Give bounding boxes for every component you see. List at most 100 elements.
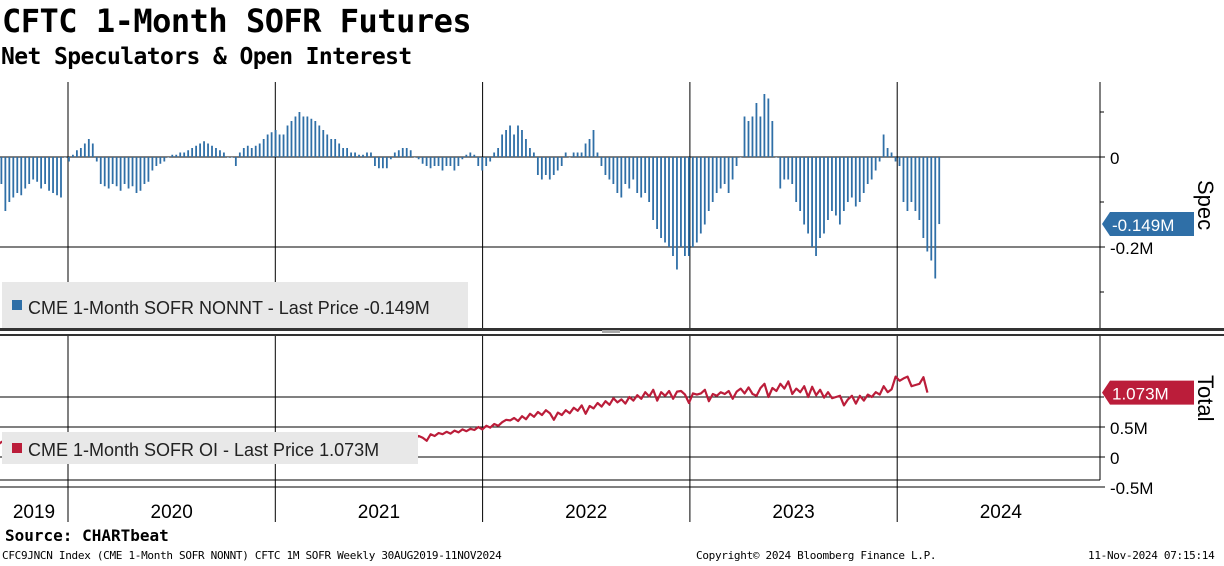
oi-legend-label: CME 1-Month SOFR OI - Last Price 1.073M	[28, 440, 379, 460]
spec-bar	[513, 134, 515, 157]
spec-bar	[497, 148, 500, 157]
spec-bar	[0, 157, 3, 184]
chart-canvas: 0 -0.2M -0.149M Spec CME 1-Month SOFR NONNT …	[0, 82, 1224, 523]
spec-bar	[20, 157, 23, 196]
spec-bar	[596, 152, 599, 157]
spec-bar	[258, 143, 261, 157]
spec-bar	[687, 157, 690, 256]
spec-bar	[854, 157, 857, 207]
spec-bar	[219, 150, 221, 157]
x-tick-label: 2023	[772, 502, 814, 523]
panel-resize-handle[interactable]	[602, 330, 620, 333]
spec-bar	[187, 150, 190, 157]
spec-bar	[608, 157, 611, 180]
spec-bar	[143, 157, 146, 184]
spec-bar	[111, 157, 114, 184]
spec-bar	[715, 157, 718, 193]
spec-bar	[779, 157, 782, 189]
spec-bar	[636, 157, 639, 193]
chart-subtitle: Net Speculators & Open Interest	[1, 44, 412, 70]
spec-bar	[799, 157, 802, 211]
spec-bar	[775, 157, 778, 158]
spec-bar	[628, 157, 631, 189]
spec-bar	[354, 152, 356, 157]
spec-bar	[525, 139, 527, 157]
spec-bar	[886, 148, 889, 157]
spec-bar	[902, 157, 905, 202]
spec-bar	[676, 157, 678, 270]
spec-bar	[493, 152, 496, 157]
spec-bar	[803, 157, 806, 225]
spec-bar	[652, 157, 655, 220]
spec-bar	[223, 152, 225, 157]
spec-bar	[131, 157, 134, 187]
spec-bar	[290, 121, 293, 157]
spec-bar	[485, 157, 488, 166]
spec-bar	[481, 157, 484, 171]
oi-last-flag	[1102, 380, 1194, 405]
spec-bar	[529, 148, 531, 157]
x-tick-label: 2022	[565, 502, 607, 523]
spec-bar	[735, 157, 738, 166]
spec-bar	[727, 157, 730, 193]
spec-bar	[616, 157, 619, 193]
spec-bar	[227, 157, 229, 158]
spec-bar	[91, 143, 94, 157]
spec-bar	[409, 150, 412, 157]
spec-bar	[32, 157, 35, 180]
spec-axis-title: Spec	[1193, 180, 1218, 230]
spec-bar	[318, 125, 321, 157]
spec-bar	[882, 134, 885, 157]
spec-bar	[56, 157, 58, 196]
spec-bar	[890, 152, 893, 157]
spec-bar	[787, 157, 790, 180]
x-tick-label: 2019	[13, 502, 55, 523]
spec-bar	[445, 157, 448, 166]
spec-bar	[366, 152, 368, 157]
spec-bar	[457, 157, 460, 166]
spec-bar	[159, 157, 162, 164]
spec-bar	[36, 157, 39, 182]
spec-bar	[163, 157, 166, 162]
spec-bar	[866, 157, 869, 184]
spec-bar	[838, 157, 841, 225]
spec-bar	[385, 157, 388, 169]
spec-bar	[322, 130, 325, 157]
spec-bar	[64, 157, 66, 158]
spec-bar	[449, 157, 452, 166]
spec-bar	[568, 157, 571, 158]
spec-bar	[703, 157, 706, 225]
spec-bar	[918, 157, 921, 220]
spec-bar	[588, 139, 591, 157]
spec-bar	[266, 134, 269, 157]
oi-tick-label: 0.5M	[1110, 419, 1148, 438]
spec-bar	[521, 130, 523, 157]
spec-bar	[640, 157, 643, 198]
spec-bar	[123, 157, 126, 184]
spec-bar	[620, 157, 623, 198]
spec-bar	[4, 157, 7, 211]
spec-bar	[731, 157, 734, 180]
spec-bar	[370, 152, 372, 157]
spec-bar	[544, 157, 547, 175]
spec-bar	[473, 154, 476, 157]
x-tick-label: 2021	[358, 502, 400, 523]
oi-tick-label: 0	[1110, 449, 1119, 468]
spec-bar	[274, 130, 277, 157]
spec-bar	[326, 134, 329, 157]
spec-bar	[858, 157, 861, 202]
spec-bar	[930, 157, 933, 261]
spec-bar	[870, 157, 873, 180]
spec-bar	[501, 134, 503, 157]
spec-bar	[783, 157, 786, 180]
spec-bar	[147, 157, 150, 182]
spec-bar	[211, 145, 213, 157]
spec-tick-label: -0.2M	[1110, 239, 1153, 258]
spec-legend-box	[2, 282, 468, 328]
spec-bar	[533, 152, 535, 157]
spec-bar	[278, 134, 281, 157]
spec-bar	[171, 154, 174, 157]
spec-bar	[207, 143, 209, 157]
spec-bar	[664, 157, 666, 243]
spec-bar	[743, 116, 746, 157]
